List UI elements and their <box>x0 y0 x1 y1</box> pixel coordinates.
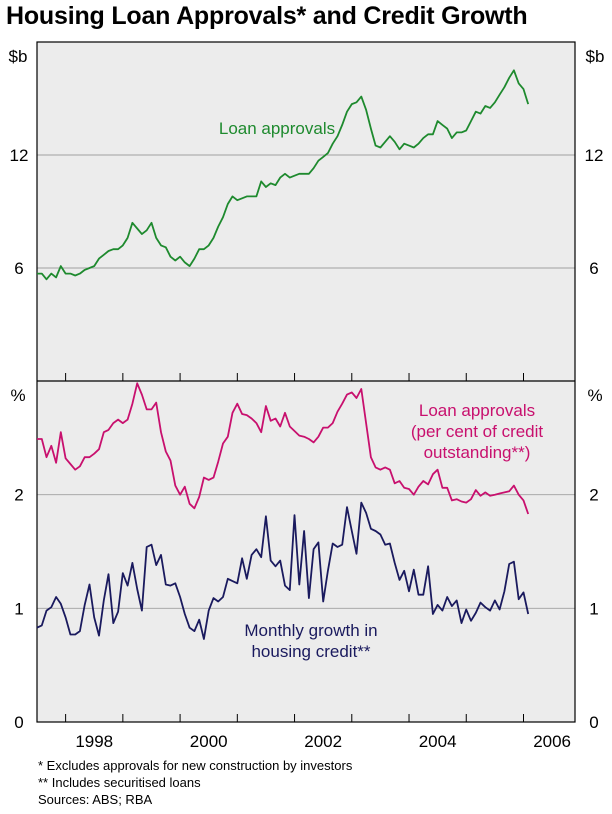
label-loan-approvals: Loan approvals <box>219 119 335 138</box>
bottom-ytick-label-left: 1 <box>14 599 23 618</box>
series-line-housing-credit-growth <box>36 501 530 640</box>
bottom-ytick-label-right: 0 <box>589 713 598 732</box>
label-housing-credit-growth: housing credit** <box>251 642 370 661</box>
bottom-ytick-label-right: 1 <box>589 599 598 618</box>
label-loan-approvals-share: (per cent of credit <box>411 422 544 441</box>
top-ytick-label-right: 6 <box>589 259 598 278</box>
top-unit-right: $b <box>586 47 605 66</box>
x-tick-label: 2004 <box>419 732 457 751</box>
x-tick-label: 2002 <box>304 732 342 751</box>
series-line-loan-approvals-share <box>37 382 530 515</box>
bottom-ytick-label-left: 0 <box>14 713 23 732</box>
footnote-investors: * Excludes approvals for new constructio… <box>38 758 353 773</box>
plot-background <box>37 42 575 722</box>
bottom-ytick-label-left: 2 <box>14 486 23 505</box>
footnotes: * Excludes approvals for new constructio… <box>38 757 352 808</box>
top-ytick-label-left: 6 <box>14 259 23 278</box>
chart-title: Housing Loan Approvals* and Credit Growt… <box>6 2 528 30</box>
label-loan-approvals-share: outstanding**) <box>424 443 531 462</box>
top-unit-left: $b <box>9 47 28 66</box>
label-housing-credit-growth: Monthly growth in <box>244 621 377 640</box>
series-line-loan-approvals <box>37 69 530 281</box>
plot-frame <box>36 41 576 723</box>
footnote-securitised: ** Includes securitised loans <box>38 775 201 790</box>
label-loan-approvals-share: Loan approvals <box>419 401 535 420</box>
bottom-unit-right: % <box>587 386 602 405</box>
footnote-sources: Sources: ABS; RBA <box>38 792 153 807</box>
top-ytick-label-left: 12 <box>10 146 29 165</box>
x-tick-label: 1998 <box>75 732 113 751</box>
bottom-ytick-label-right: 2 <box>589 486 598 505</box>
top-ytick-label-right: 12 <box>585 146 604 165</box>
bottom-unit-left: % <box>10 386 25 405</box>
x-tick-label: 2006 <box>533 732 571 751</box>
x-tick-label: 2000 <box>190 732 228 751</box>
